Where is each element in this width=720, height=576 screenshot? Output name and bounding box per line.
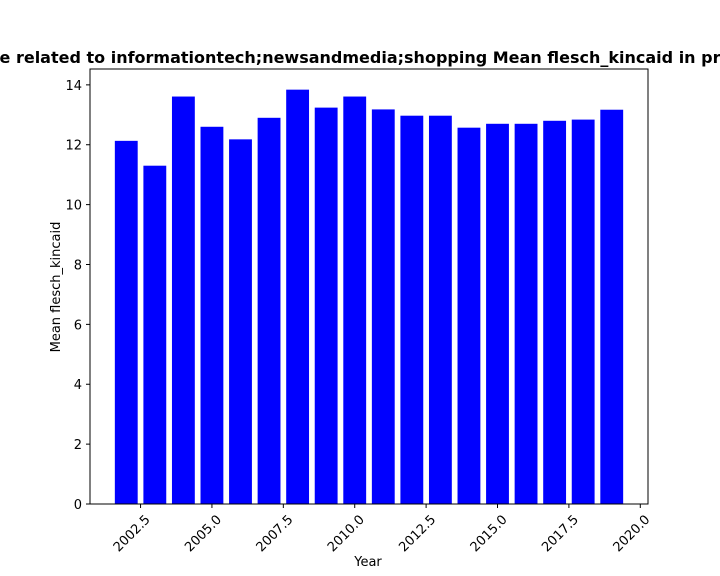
bar-2017	[543, 120, 567, 504]
y-tick-label: 0	[74, 498, 82, 513]
bar-2005	[200, 126, 224, 504]
x-axis-ticks: 2002.5 2005.0 2007.5 2010.0 2012.5 2015.0 2017…	[111, 504, 654, 555]
y-tick-label: 4	[74, 378, 82, 393]
bars-group	[114, 89, 624, 505]
y-tick-label: 6	[74, 318, 82, 333]
y-tick-label: 2	[74, 438, 82, 453]
x-tick-label: 2015.0	[468, 512, 511, 555]
bar-2003	[143, 165, 167, 504]
bar-2011	[371, 109, 395, 505]
x-tick-label: 2010.0	[325, 512, 368, 555]
bar-2010	[343, 96, 367, 504]
bar-2008	[286, 89, 310, 504]
x-tick-label: 2012.5	[396, 512, 439, 555]
y-axis-ticks: 0 2 4 6 8 10 12 14	[65, 79, 90, 513]
bar-2002	[114, 140, 138, 504]
y-tick-label: 8	[74, 258, 82, 273]
chart-title: e related to informationtech;newsandmedi…	[0, 48, 720, 67]
x-tick-label: 2020.0	[611, 512, 654, 555]
bar-2009	[314, 107, 338, 505]
bar-2004	[171, 96, 195, 504]
x-tick-label: 2017.5	[539, 512, 582, 555]
bar-2012	[400, 115, 424, 504]
y-axis-label: Mean flesch_kincaid	[49, 222, 64, 353]
x-tick-label: 2007.5	[254, 512, 297, 555]
bar-2013	[428, 115, 452, 504]
plot-frame	[89, 68, 649, 505]
y-tick-label: 14	[65, 79, 82, 94]
bar-2006	[229, 139, 252, 504]
x-tick-label: 2005.0	[182, 512, 225, 555]
bar-2019	[600, 109, 624, 504]
bar-2015	[486, 123, 509, 504]
bar-2007	[257, 117, 281, 505]
x-tick-label: 2002.5	[111, 512, 154, 555]
bar-2016	[514, 123, 538, 504]
x-axis-label: Year	[353, 555, 382, 570]
y-tick-label: 12	[65, 139, 82, 154]
bar-2018	[571, 119, 595, 504]
bar-2014	[457, 127, 481, 505]
y-tick-label: 10	[65, 199, 82, 214]
